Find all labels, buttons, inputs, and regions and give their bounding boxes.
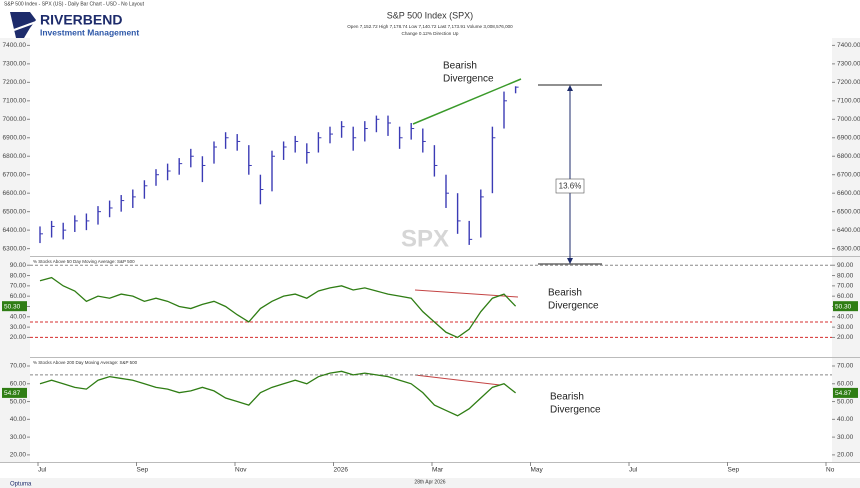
annotation: Divergence [550,405,601,416]
y-tick-label: 80.00 [837,272,854,279]
x-tick-label: Nov [235,467,247,474]
breadth-line [39,370,517,417]
chart-subtitle: Change 0.12% Direction Up [402,31,459,36]
current-label: 54.87 [4,390,21,397]
y-tick-label: 7200.00 [837,79,860,86]
annotation: Bearish [443,61,477,72]
annotation: Bearish [548,288,582,299]
y-tick-label: 6600.00 [3,190,27,197]
x-tick-label: May [531,467,544,474]
y-tick-label: 6700.00 [837,171,860,178]
trend-line [414,374,501,386]
logo-name: RIVERBEND [40,12,122,28]
y-tick-label: 7100.00 [3,98,27,105]
y-tick-label: 90.00 [837,262,854,269]
x-tick-label: No [826,467,835,474]
y-tick-label: 40.00 [10,416,27,423]
y-tick-label: 30.00 [837,434,854,441]
y-tick-label: 6400.00 [3,227,27,234]
y-tick-label: 6300.00 [837,245,860,252]
y-tick-label: 90.00 [10,262,27,269]
current-badge [833,301,858,312]
y-tick-label: 7000.00 [3,116,27,123]
y-tick-label: 40.00 [10,314,27,321]
y-tick-label: 60.00 [837,380,854,387]
annotation: Divergence [548,301,599,312]
y-tick-label: 40.00 [837,416,854,423]
chart-title: S&P 500 Index (SPX) [387,10,473,20]
y-tick-label: 70.00 [837,283,854,290]
y-tick-label: 70.00 [10,363,27,370]
x-tick-label: Jul [38,467,47,474]
y-tick-label: 70.00 [10,283,27,290]
y-tick-label: 7300.00 [3,61,27,68]
trend-line [412,78,522,125]
y-tick-label: 60.00 [837,293,854,300]
date-label: 28th Apr 2026 [414,479,445,485]
y-tick-label: 40.00 [837,314,854,321]
breadth-line [39,276,517,339]
logo-mark [10,12,36,38]
watermark: SPX [401,225,449,252]
y-tick-label: 6800.00 [837,153,860,160]
y-tick-label: 30.00 [837,324,854,331]
y-tick-label: 50.00 [837,398,854,405]
chart-subtitle: Open 7,152.72 High 7,178.74 Low 7,140.72… [347,24,513,29]
y-tick-label: 20.00 [837,334,854,341]
panel-title: % Stocks Above 200 Day Moving Average: S… [33,360,138,365]
measure-label: 13.6% [559,182,582,191]
current-label: 50.30 [4,303,21,310]
measure: 13.6% [538,84,602,265]
y-tick-label: 30.00 [10,434,27,441]
logo: RIVERBEND Investment Management [10,12,139,38]
current-label: 54.87 [835,390,852,397]
footer-band [0,478,860,488]
y-tick-label: 30.00 [10,324,27,331]
y-tick-label: 6900.00 [3,134,27,141]
y-tick-label: 6300.00 [3,245,27,252]
y-tick-label: 7000.00 [837,116,860,123]
current-badge [833,387,858,398]
y-tick-label: 6600.00 [837,190,860,197]
x-tick-label: 2026 [334,467,349,474]
y-tick-label: 7400.00 [3,42,27,49]
y-tick-label: 70.00 [837,363,854,370]
y-tick-label: 80.00 [10,272,27,279]
y-tick-label: 6500.00 [3,208,27,215]
current-badge [2,387,27,398]
logo-stripe [13,21,37,31]
y-tick-label: 50.00 [10,398,27,405]
y-tick-label: 60.00 [10,380,27,387]
y-tick-label: 6900.00 [837,134,860,141]
y-tick-label: 60.00 [10,293,27,300]
brand: Optuma [10,482,32,488]
y-tick-label: 6400.00 [837,227,860,234]
panel-title: % Stocks Above 50 Day Moving Average: S&… [33,259,135,264]
annotation: Bearish [550,392,584,403]
y-tick-label: 7300.00 [837,61,860,68]
x-tick-label: Mar [432,467,444,474]
x-tick-label: Jul [629,467,638,474]
y-tick-label: 20.00 [10,334,27,341]
measure-box [555,178,585,194]
logo-tagline: Investment Management [40,27,139,37]
y-tick-label: 7400.00 [837,42,860,49]
y-tick-label: 7200.00 [3,79,27,86]
y-tick-label: 20.00 [10,452,27,459]
x-tick-label: Sep [728,467,740,474]
current-badge [2,301,27,312]
annotation: Divergence [443,74,494,85]
y-tick-label: 6800.00 [3,153,27,160]
x-tick-label: Sep [137,467,149,474]
current-label: 50.30 [835,303,852,310]
y-tick-label: 7100.00 [837,98,860,105]
source-line: S&P 500 Index - SPX (US) - Daily Bar Cha… [4,1,145,7]
y-tick-label: 6700.00 [3,171,27,178]
y-tick-label: 20.00 [837,452,854,459]
y-tick-label: 6500.00 [837,208,860,215]
